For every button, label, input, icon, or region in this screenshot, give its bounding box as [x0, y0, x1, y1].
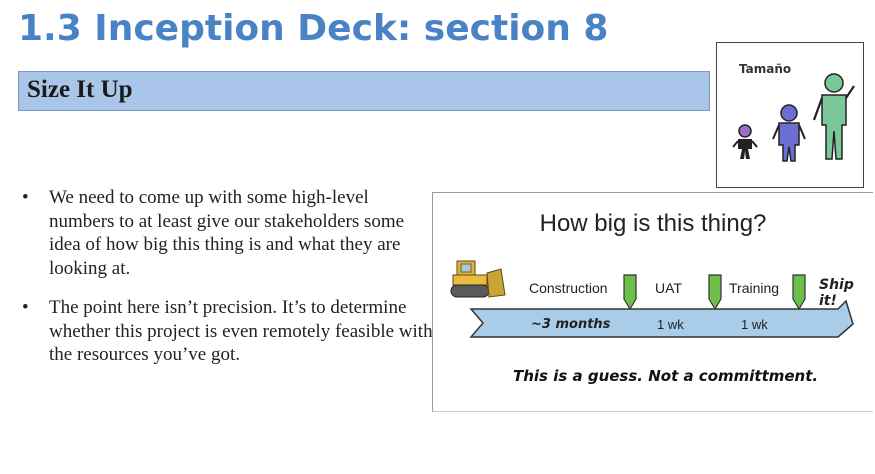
phase-marker — [792, 274, 806, 311]
bullet-item: • The point here isn’t precision. It’s t… — [20, 296, 435, 367]
growing-people-icon — [732, 73, 855, 162]
ship-it-label: Ship it! — [819, 277, 854, 309]
duration-uat: 1 wk — [657, 317, 684, 332]
estimate-disclaimer: This is a guess. Not a committment. — [513, 367, 819, 385]
size-illustration-card: Tamaño — [716, 42, 864, 188]
bulldozer-icon — [450, 260, 506, 298]
size-card-label: Tamaño — [739, 62, 792, 76]
medium-person-figure — [772, 104, 806, 162]
timeline-arrow-body — [469, 299, 854, 338]
bullet-marker: • — [22, 187, 29, 208]
page-title: 1.3 Inception Deck: section 8 — [18, 8, 609, 49]
section-title: Size It Up — [27, 76, 133, 103]
duration-training: 1 wk — [741, 317, 768, 332]
diagram-title: How big is this thing? — [539, 210, 767, 237]
phase-label-training: Training — [729, 280, 780, 296]
section-banner: Size It Up — [18, 71, 710, 111]
bullet-item: • We need to come up with some high-leve… — [20, 186, 435, 280]
large-person-figure — [812, 73, 855, 160]
phase-label-uat: UAT — [655, 280, 682, 296]
bullet-text: The point here isn’t precision. It’s to … — [49, 297, 433, 365]
bullet-list: • We need to come up with some high-leve… — [20, 186, 435, 367]
phase-label-construction: Construction — [529, 280, 608, 296]
bullet-marker: • — [22, 297, 29, 318]
small-person-figure — [732, 124, 758, 159]
bullet-text: We need to come up with some high-level … — [49, 187, 405, 279]
phase-marker — [623, 274, 637, 311]
timeline-arrow — [469, 274, 854, 338]
duration-construction: ~3 months — [531, 317, 611, 332]
timeline-diagram: How big is this thing? Construction UAT … — [432, 192, 873, 412]
phase-marker — [708, 274, 722, 311]
